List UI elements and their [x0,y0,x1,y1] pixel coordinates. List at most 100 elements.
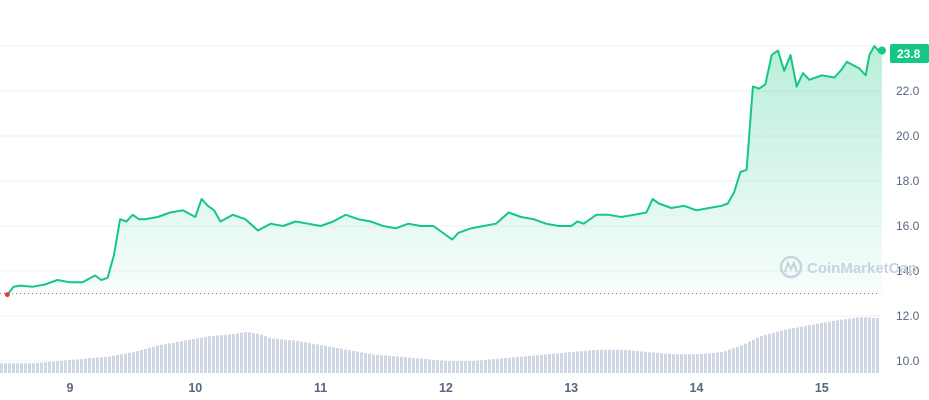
volume-bar [48,361,51,373]
volume-bar [756,337,759,373]
volume-bar [836,320,839,373]
volume-bar [856,317,859,373]
volume-bar [328,346,331,373]
volume-bar [276,338,279,373]
volume-bar [436,360,439,373]
volume-bar [180,341,183,373]
volume-bar [184,340,187,373]
volume-bar [208,336,211,373]
volume-bar [368,353,371,373]
volume-bar [236,333,239,373]
price-area-fill [7,46,882,295]
volume-bar [600,349,603,373]
current-value-badge: 23.8 [890,44,929,63]
volume-bar [592,350,595,373]
volume-bar [620,349,623,373]
volume-bar [784,329,787,373]
badge-background [890,44,929,63]
volume-bar [268,337,271,373]
volume-bar [808,325,811,373]
volume-bar [380,355,383,373]
volume-bar [104,356,107,373]
volume-bar [424,359,427,373]
volume-bar [852,318,855,373]
volume-bar [652,352,655,373]
volume-bar [212,335,215,373]
volume-bar [220,335,223,373]
volume-bar [168,343,171,373]
volume-bar [132,352,135,373]
volume-bar [148,347,151,373]
volume-bar [644,351,647,373]
volume-bar [364,353,367,373]
volume-bar [680,354,683,373]
volume-bar [596,349,599,373]
volume-bar [144,348,147,373]
volume-bar [396,356,399,373]
volume-bar [844,319,847,373]
volume-bar [512,357,515,373]
volume-bar [572,351,575,373]
volume-bar [764,334,767,373]
volume-bar [188,339,191,373]
volume-bar [864,317,867,373]
x-tick-label: 9 [67,381,74,395]
volume-bar [28,363,31,373]
volume-bar [40,362,43,373]
y-tick-label: 12.0 [896,309,920,323]
volume-bar [56,361,59,373]
volume-bar [96,357,99,373]
volume-bar [696,354,699,373]
volume-bar [112,355,115,373]
volume-bar [452,361,455,373]
volume-bar [52,361,55,373]
volume-bar [568,352,571,373]
volume-bar [468,361,471,373]
volume-bar [488,359,491,373]
volume-bar [200,337,203,373]
volume-bar [300,341,303,373]
price-line [6,45,882,296]
volume-bar [172,342,175,373]
volume-bar [228,334,231,373]
volume-bar [24,363,27,373]
volume-bar [408,357,411,373]
volume-bar [72,359,75,373]
volume-bar [288,340,291,373]
volume-bar [504,358,507,373]
volume-bar [876,318,879,373]
y-tick-label: 18.0 [896,174,920,188]
volume-bar [604,349,607,373]
volume-bar [120,354,123,373]
y-tick-label: 20.0 [896,129,920,143]
volume-bar [848,318,851,373]
volume-bar [708,353,711,373]
volume-bar [668,353,671,373]
volume-bar [344,349,347,373]
volume-bar [272,338,275,373]
volume-bar [372,354,375,373]
volume-bar [108,356,111,373]
volume-bar [160,344,163,373]
volume-bar [564,352,567,373]
volume-bar [612,349,615,373]
volume-bar [636,351,639,373]
volume-bar [92,357,95,373]
volume-bar [760,336,763,373]
volume-bar [376,354,379,373]
volume-bar [776,331,779,373]
volume-bar [136,351,139,373]
volume-bar [352,350,355,373]
volume-bar [8,363,11,373]
volume-bar [384,355,387,373]
volume-bar [872,317,875,373]
volume-bar [484,359,487,373]
volume-bar [304,342,307,373]
volume-bar [460,361,463,373]
start-marker [4,292,10,298]
volume-bar [196,338,199,373]
volume-bar [264,336,267,373]
y-tick-label: 22.0 [896,84,920,98]
volume-bar [560,353,563,373]
volume-bar [88,358,91,373]
